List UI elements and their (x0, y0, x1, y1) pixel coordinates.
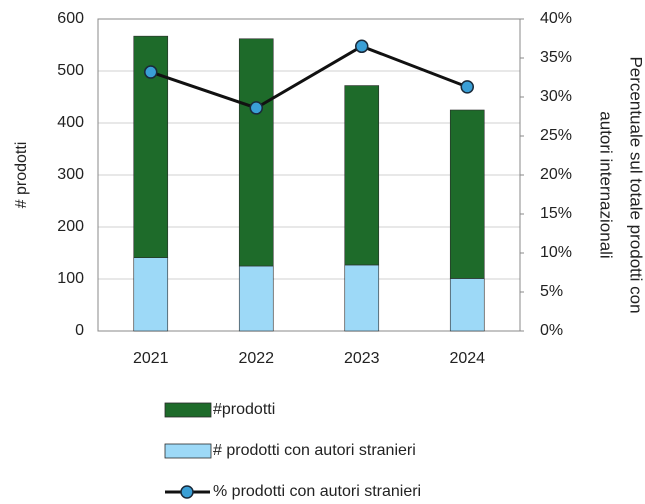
y2-tick-label: 25% (540, 127, 572, 144)
legend-label: % prodotti con autori stranieri (213, 483, 421, 500)
y2-axis-label: Percentuale sul totale prodotti con (627, 56, 645, 313)
bar (238, 265, 274, 332)
legend-marker (180, 485, 194, 499)
line-marker (144, 65, 158, 79)
plot-frame (97, 18, 521, 332)
y-tick-label: 200 (57, 218, 84, 235)
y2-tick-label: 15% (540, 205, 572, 222)
x-tick-label: 2021 (133, 350, 169, 367)
y-tick-label: 300 (57, 166, 84, 183)
x-tick-label: 2023 (344, 350, 380, 367)
y2-tick-label: 30% (540, 88, 572, 105)
bar (449, 109, 485, 279)
y-tick-label: 400 (57, 114, 84, 131)
bar (238, 38, 274, 267)
y2-tick-label: 10% (540, 244, 572, 261)
y-tick-label: 100 (57, 270, 84, 287)
y2-tick-label: 40% (540, 10, 572, 27)
bar (449, 278, 485, 332)
y-tick-label: 0 (75, 322, 84, 339)
bar (133, 257, 169, 332)
legend-label: # prodotti con autori stranieri (213, 442, 416, 459)
legend-swatch (164, 443, 212, 459)
line-marker (249, 101, 263, 115)
y2-axis-label: autori internazionali (597, 111, 616, 258)
x-tick-label: 2022 (238, 350, 274, 367)
x-tick-label: 2024 (449, 350, 485, 367)
y2-tick-label: 20% (540, 166, 572, 183)
y2-tick-label: 35% (540, 49, 572, 66)
y2-tick-label: 5% (540, 283, 563, 300)
y-axis-label: # prodotti (13, 142, 30, 209)
bar (344, 85, 380, 266)
y-tick-label: 600 (57, 10, 84, 27)
legend-swatch (164, 402, 212, 418)
bar (344, 264, 380, 332)
legend-label: #prodotti (213, 401, 275, 418)
line-marker (355, 39, 369, 54)
line-marker (460, 80, 474, 94)
y2-tick-label: 0% (540, 322, 563, 339)
y-tick-label: 500 (57, 62, 84, 79)
line (150, 44, 468, 110)
